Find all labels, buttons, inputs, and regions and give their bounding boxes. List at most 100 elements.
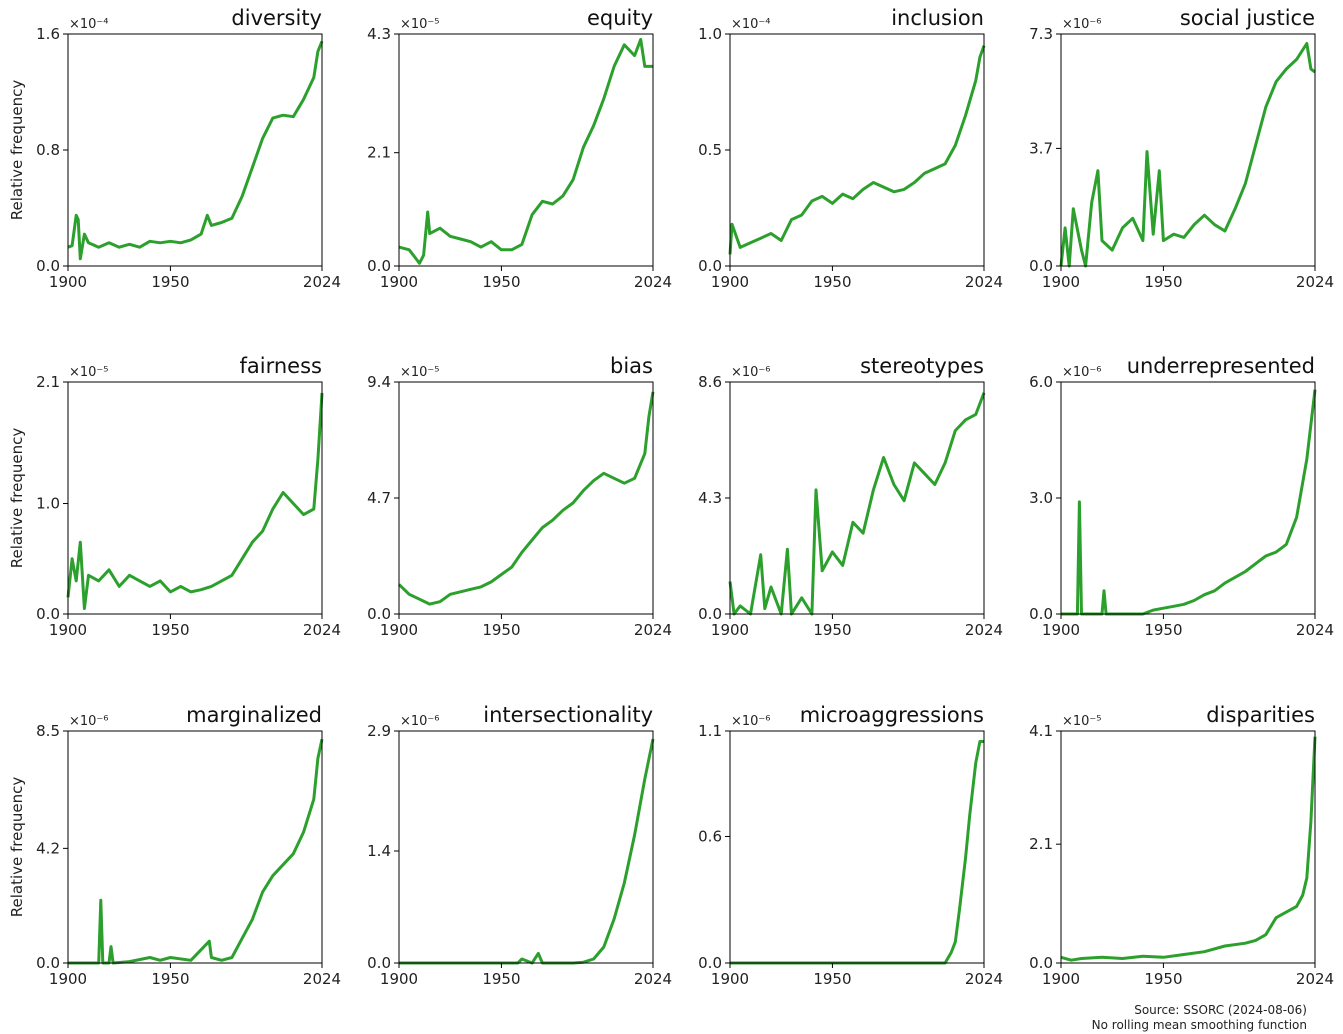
plot-frame [729,381,985,615]
scale-multiplier: ×10⁻⁶ [731,714,771,729]
x-tick-label: 1950 [482,970,520,988]
x-tick-label: 2024 [965,273,1003,291]
scale-multiplier: ×10⁻⁵ [400,17,440,32]
y-axis-label: Relative frequency [8,80,26,221]
y-tick-label: 0.0 [698,954,722,972]
y-tick-label: 2.1 [36,373,60,391]
y-tick-label: 0.5 [698,141,722,159]
x-tick-label: 2024 [1296,621,1334,639]
x-tick-label: 1900 [49,273,87,291]
panel-social-justice: 1900 1950 2024 0.0 3.7 7.3 ×10⁻⁶ social justice [1029,6,1334,291]
series-line [398,37,653,265]
y-tick-label: 4.3 [698,489,722,507]
y-tick-label: 1.0 [698,25,722,43]
scale-multiplier: ×10⁻⁶ [1062,17,1102,32]
y-tick-label: 8.6 [698,373,722,391]
x-tick-label: 1950 [482,273,520,291]
x-tick-label: 2024 [965,970,1003,988]
y-tick-label: 4.1 [1029,722,1053,740]
y-tick-label: 0.6 [698,827,722,845]
x-tick-label: 2024 [303,970,341,988]
scale-multiplier: ×10⁻⁶ [1062,365,1102,380]
y-tick-label: 1.4 [367,842,391,860]
series-line [728,45,986,255]
plot-frame [67,33,323,267]
x-tick-label: 1900 [49,970,87,988]
scale-multiplier: ×10⁻⁴ [731,17,771,32]
y-axis-label: Relative frequency [8,777,26,918]
panel-disparities: 1900 1950 2024 0.0 2.1 4.1 ×10⁻⁵ disparities [1029,703,1334,988]
series-line [397,391,655,606]
series-line [68,738,324,965]
x-tick-label: 1900 [1042,621,1080,639]
y-tick-label: 0.0 [367,257,391,275]
series-line [67,40,324,261]
panel-title: marginalized [186,703,322,727]
y-tick-label: 0.0 [1029,257,1053,275]
panel-title: social justice [1180,6,1315,30]
panel-title: stereotypes [860,354,984,378]
series-line [730,740,984,965]
y-tick-label: 0.0 [36,605,60,623]
y-axis-label: Relative frequency [8,428,26,569]
y-tick-label: 0.0 [1029,954,1053,972]
x-tick-label: 2024 [303,273,341,291]
panel-fairness: 1900 1950 2024 0.0 1.0 2.1 ×10⁻⁵ fairness Relati… [8,354,341,639]
x-tick-label: 1950 [1144,621,1182,639]
y-tick-label: 1.0 [36,495,60,513]
x-tick-label: 1900 [1042,970,1080,988]
panel-title: intersectionality [483,703,653,727]
scale-multiplier: ×10⁻⁶ [731,365,771,380]
y-tick-label: 3.0 [1029,489,1053,507]
x-tick-label: 1950 [813,621,851,639]
panel-diversity: 1900 1950 2024 0.0 0.8 1.6 ×10⁻⁴ diversity Relat… [8,6,341,291]
panel-title: microaggressions [800,703,984,727]
y-tick-label: 4.7 [367,489,391,507]
x-tick-label: 2024 [634,621,672,639]
y-tick-label: 0.0 [698,605,722,623]
plot-frame [398,381,654,615]
y-tick-label: 0.8 [36,141,60,159]
plot-frame [67,381,323,615]
y-tick-label: 0.0 [367,954,391,972]
y-tick-label: 0.0 [36,954,60,972]
x-tick-label: 2024 [965,621,1003,639]
x-tick-label: 1950 [1144,273,1182,291]
x-tick-label: 1950 [151,970,189,988]
panel-underrepresented: 1900 1950 2024 0.0 3.0 6.0 ×10⁻⁶ underrepresent… [1029,354,1334,639]
scale-multiplier: ×10⁻⁶ [400,714,440,729]
scale-multiplier: ×10⁻⁴ [69,17,109,32]
plot-frame [1060,33,1316,267]
plot-frame [729,33,985,267]
x-tick-label: 1950 [151,273,189,291]
panel-inclusion: 1900 1950 2024 0.0 0.5 1.0 ×10⁻⁴ inclusion [698,6,1003,291]
y-tick-label: 2.1 [367,144,391,162]
x-tick-label: 1900 [49,621,87,639]
plot-frame [1060,730,1316,964]
scale-multiplier: ×10⁻⁵ [1062,714,1102,729]
panel-stereotypes: 1900 1950 2024 0.0 4.3 8.6 ×10⁻⁶ stereotypes [698,354,1003,639]
y-tick-label: 4.3 [367,25,391,43]
scale-multiplier: ×10⁻⁵ [400,365,440,380]
source-note: Source: SSORC (2024-08-06) [1134,1003,1307,1017]
y-tick-label: 8.5 [36,722,60,740]
panel-equity: 1900 1950 2024 0.0 2.1 4.3 ×10⁻⁵ equity [367,6,672,291]
x-tick-label: 1900 [1042,273,1080,291]
y-tick-label: 0.0 [1029,605,1053,623]
y-tick-label: 0.0 [698,257,722,275]
x-tick-label: 1900 [380,970,418,988]
panel-title: inclusion [891,6,984,30]
scale-multiplier: ×10⁻⁶ [69,714,109,729]
x-tick-label: 1950 [813,970,851,988]
y-tick-label: 9.4 [367,373,391,391]
x-tick-label: 1900 [711,970,749,988]
series-line [1060,736,1317,962]
x-tick-label: 1950 [1144,970,1182,988]
x-tick-label: 2024 [1296,970,1334,988]
y-tick-label: 7.3 [1029,25,1053,43]
y-tick-label: 2.9 [367,722,391,740]
y-tick-label: 0.0 [36,257,60,275]
x-tick-label: 1900 [711,273,749,291]
series-line [1061,389,1317,616]
